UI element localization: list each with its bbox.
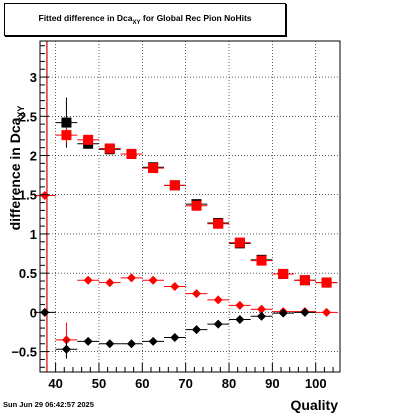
x-tick-label: 50 bbox=[92, 376, 106, 391]
y-axis-label-sub: XY bbox=[16, 106, 26, 118]
data-point-square bbox=[256, 255, 267, 266]
data-point-diamond bbox=[322, 307, 332, 317]
data-point-square bbox=[61, 117, 72, 128]
data-point-diamond bbox=[235, 314, 245, 324]
data-point-square bbox=[148, 163, 159, 174]
data-point-diamond bbox=[40, 191, 50, 201]
data-point-diamond bbox=[170, 332, 180, 342]
y-tick-label: 2 bbox=[30, 149, 37, 164]
data-point-diamond bbox=[148, 336, 158, 346]
data-point-square bbox=[213, 218, 224, 229]
data-point-diamond bbox=[300, 307, 310, 317]
y-tick-label: 0.5 bbox=[19, 266, 37, 281]
data-point-diamond bbox=[148, 275, 158, 285]
y-tick-label: 2.5 bbox=[19, 109, 37, 124]
x-axis-label: Quality bbox=[291, 397, 339, 413]
data-point-square bbox=[169, 180, 180, 191]
y-tick-label: 1.5 bbox=[19, 188, 37, 203]
title-subscript: XY bbox=[132, 20, 141, 26]
timestamp: Sun Jun 29 06:42:57 2025 bbox=[3, 400, 94, 409]
x-tick-label: 40 bbox=[48, 376, 62, 391]
data-point-square bbox=[61, 130, 72, 141]
y-tick-label: −0.5 bbox=[11, 345, 37, 360]
data-point-diamond bbox=[192, 289, 202, 299]
data-point-square bbox=[234, 237, 245, 248]
data-point-diamond bbox=[126, 339, 136, 349]
x-tick-label: 70 bbox=[178, 376, 192, 391]
data-point-square bbox=[104, 143, 115, 154]
chart-title: Fitted difference in DcaXY for Global Re… bbox=[5, 13, 285, 26]
data-point-diamond bbox=[105, 339, 115, 349]
data-layer bbox=[33, 97, 338, 359]
title-box: Fitted difference in DcaXY for Global Re… bbox=[4, 3, 286, 36]
data-point-square bbox=[126, 148, 137, 159]
data-point-diamond bbox=[192, 325, 202, 335]
x-tick-label: 80 bbox=[222, 376, 236, 391]
data-point-square bbox=[278, 268, 289, 279]
y-tick-label: 3 bbox=[30, 70, 37, 85]
title-main: Fitted difference in Dca bbox=[38, 13, 133, 23]
data-point-diamond bbox=[83, 275, 93, 285]
data-point-square bbox=[321, 277, 332, 288]
data-point-diamond bbox=[83, 336, 93, 346]
data-point-square bbox=[191, 200, 202, 211]
data-point-diamond bbox=[213, 295, 223, 305]
data-point-square bbox=[83, 134, 94, 145]
data-point-diamond bbox=[257, 304, 267, 314]
y-tick-label: 1 bbox=[30, 227, 37, 242]
data-point-diamond bbox=[105, 278, 115, 288]
data-point-diamond bbox=[278, 308, 288, 318]
data-point-diamond bbox=[126, 273, 136, 283]
data-point-diamond bbox=[235, 300, 245, 310]
title-rest: for Global Rec Pion NoHits bbox=[140, 13, 252, 23]
data-point-diamond bbox=[213, 319, 223, 329]
y-axis-label-main: difference in Dca bbox=[7, 117, 23, 230]
y-tick-label: 0 bbox=[30, 305, 37, 320]
data-point-diamond bbox=[257, 311, 267, 321]
data-point-diamond bbox=[61, 344, 71, 354]
x-tick-label: 60 bbox=[135, 376, 149, 391]
data-point-diamond bbox=[170, 282, 180, 292]
grid bbox=[40, 41, 340, 372]
plot-frame bbox=[39, 40, 341, 373]
axes: 40 50 60 70 80 90 100 −0.5 0 0.5 1 1.5 2 2.5 3 bbox=[11, 45, 334, 391]
x-tick-label: 90 bbox=[265, 376, 279, 391]
y-axis-label: difference in DcaXY bbox=[7, 106, 26, 231]
data-point-square bbox=[299, 275, 310, 286]
x-tick-label: 100 bbox=[305, 376, 327, 391]
